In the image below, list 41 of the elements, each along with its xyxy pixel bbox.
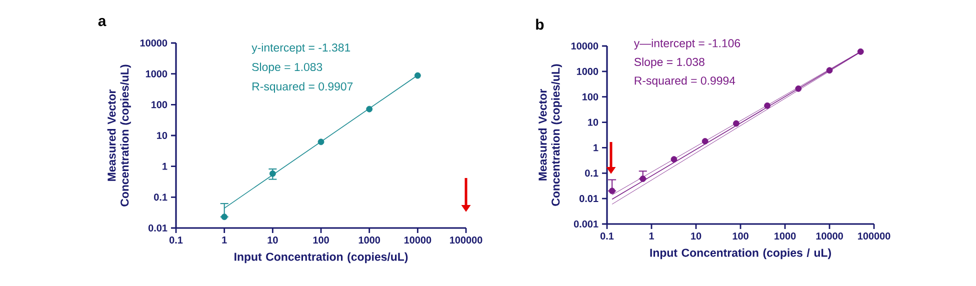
- annotation: R-squared = 0.9994: [634, 76, 736, 87]
- x-tick-label: 1: [649, 232, 654, 240]
- annotation: Slope = 1.038: [634, 58, 704, 68]
- y-tick-label: 100: [151, 101, 168, 108]
- annotation: Slope = 1.083: [252, 62, 322, 74]
- y-axis-title: Measured Vector Concentration (copies/uL): [107, 64, 131, 206]
- x-tick-label: 0.1: [600, 232, 614, 240]
- x-tick-label: 1000: [774, 232, 796, 240]
- annotation: R-squared = 0.9907: [252, 82, 353, 93]
- x-tick-label: 10000: [404, 236, 432, 244]
- x-tick-label: 10: [691, 232, 702, 240]
- x-axis-title: Input Concentration (copies / uL): [650, 248, 831, 260]
- y-tick-label: 10000: [140, 39, 168, 47]
- y-tick-label: 10: [157, 132, 168, 140]
- y-tick-label: 100: [582, 93, 598, 100]
- x-tick-label: 100: [732, 232, 748, 240]
- x-axis-title: Input Concentration (copies/uL): [234, 252, 408, 264]
- y-tick-label: 0.01: [148, 224, 168, 232]
- x-tick-label: 10: [268, 236, 278, 244]
- x-tick-label: 10000: [816, 232, 843, 240]
- y-tick-label: 0.01: [580, 195, 598, 202]
- y-tick-label: 10: [588, 118, 598, 126]
- y-tick-label: 0.1: [585, 170, 598, 177]
- chart-title: b: [536, 18, 544, 30]
- y-tick-label: 1000: [146, 70, 168, 78]
- x-tick-label: 0.1: [169, 236, 183, 244]
- x-tick-label: 100: [313, 236, 329, 244]
- y-tick-label: 1000: [576, 68, 598, 75]
- x-tick-label: 1000: [358, 236, 380, 244]
- annotation: y-intercept = -1.381: [252, 43, 350, 54]
- x-tick-label: 100000: [450, 236, 482, 244]
- y-axis-title: Measured Vector Concentration (copies/uL): [538, 64, 562, 206]
- x-tick-label: 100000: [858, 232, 890, 240]
- chart-title: a: [98, 18, 106, 26]
- annotation: y—intercept = -1.106: [634, 38, 740, 50]
- y-tick-label: 1: [594, 144, 598, 152]
- x-tick-label: 1: [222, 236, 227, 244]
- y-tick-label: 1: [162, 162, 168, 170]
- y-tick-label: 0.001: [574, 220, 598, 228]
- y-tick-label: 0.1: [154, 194, 168, 201]
- y-tick-label: 10000: [571, 42, 598, 50]
